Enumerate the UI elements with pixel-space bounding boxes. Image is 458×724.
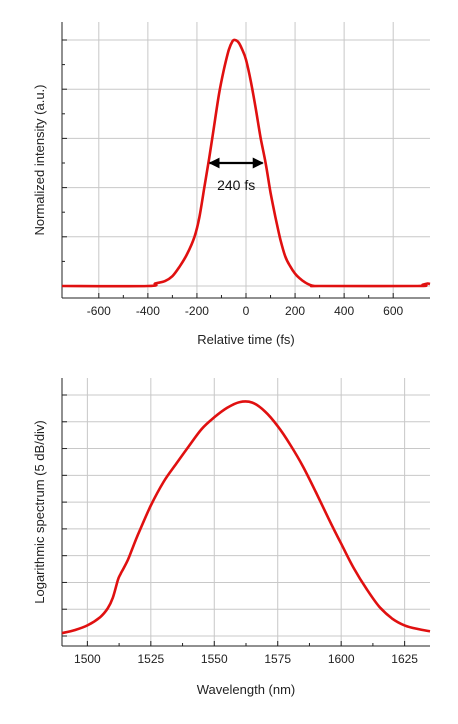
x-tick-label: 0 [243, 304, 250, 318]
spectrum-ticks: 1500 1525 1550 1575 1600 1625 [62, 394, 418, 666]
spectrum-series-line [61, 400, 431, 635]
x-tick-label: -400 [136, 304, 160, 318]
pulse-panel: -600 -400 -200 0 200 400 600 240 fs Relative t… [32, 22, 431, 347]
fwhm-label: 240 fs [217, 177, 255, 193]
spectrum-x-axis-label: Wavelength (nm) [197, 682, 296, 697]
spectrum-panel: 1500 1525 1550 1575 1600 1625 Wavelength (nm)… [32, 378, 431, 697]
x-tick-label: 400 [334, 304, 354, 318]
pulse-series-line [61, 38, 431, 288]
x-tick-label: 600 [383, 304, 403, 318]
x-tick-label: 1550 [201, 652, 228, 666]
x-tick-label: 1600 [328, 652, 355, 666]
pulse-y-axis-label: Normalized intensity (a.u.) [32, 85, 47, 236]
x-tick-label: 1625 [391, 652, 418, 666]
x-tick-label: 1525 [137, 652, 164, 666]
pulse-grid [62, 22, 430, 298]
x-tick-label: -200 [185, 304, 209, 318]
spectrum-y-axis-label: Logarithmic spectrum (5 dB/div) [32, 420, 47, 604]
pulse-x-axis-label: Relative time (fs) [197, 332, 295, 347]
x-tick-label: 1500 [74, 652, 101, 666]
x-tick-label: 1575 [264, 652, 291, 666]
x-tick-label: -600 [87, 304, 111, 318]
spectrum-grid [62, 378, 430, 646]
pulse-ticks: -600 -400 -200 0 200 400 600 [62, 39, 404, 318]
x-tick-label: 200 [285, 304, 305, 318]
